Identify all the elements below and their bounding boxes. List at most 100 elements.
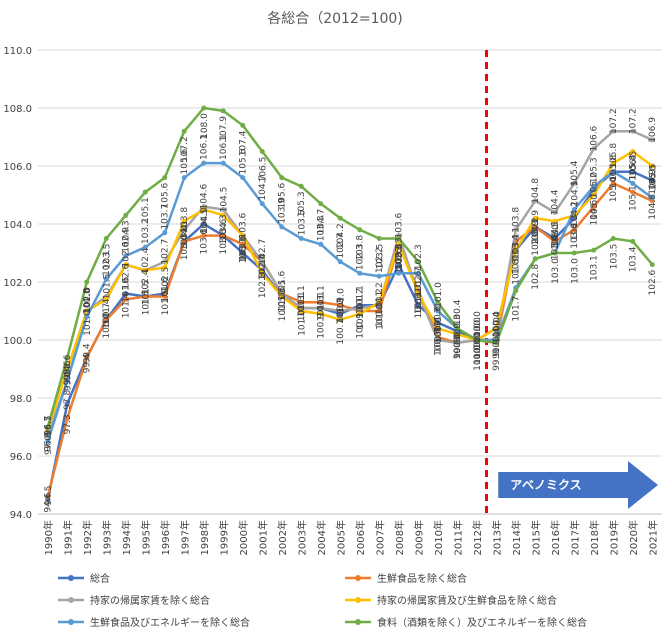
data-label: 102.3 xyxy=(356,244,366,270)
x-tick-label: 1995年 xyxy=(139,520,152,555)
data-point xyxy=(162,294,168,299)
data-point xyxy=(591,192,597,198)
abenomics-label: アベノミクス xyxy=(510,478,581,492)
data-label: 101.1 xyxy=(297,285,307,311)
data-label: 102.4 xyxy=(141,269,151,295)
data-label: 102.7 xyxy=(258,255,268,281)
data-label: 102.8 xyxy=(531,264,541,290)
series-line xyxy=(46,149,654,431)
data-label: 96.5 xyxy=(44,415,54,435)
x-tick-label: 1990年 xyxy=(42,520,55,555)
x-tick-label: 2019年 xyxy=(607,520,620,555)
data-point xyxy=(337,317,343,323)
data-point xyxy=(220,233,226,239)
data-label: 100.8 xyxy=(83,288,93,314)
data-label: 107.2 xyxy=(609,108,619,134)
data-label: 102.7 xyxy=(336,233,346,259)
data-point xyxy=(376,273,382,279)
data-point xyxy=(630,149,636,154)
legend-label: 生鮮食品及びエネルギーを除く総合 xyxy=(90,616,250,629)
data-point xyxy=(337,259,343,265)
data-point xyxy=(396,270,402,276)
data-point xyxy=(513,247,519,253)
data-label: 99.0 xyxy=(63,371,73,391)
data-label: 97.3 xyxy=(63,414,73,434)
data-point xyxy=(493,325,499,331)
x-tick-label: 2002年 xyxy=(276,520,289,555)
data-label: 101.0 xyxy=(356,304,366,330)
data-label: 101.6 xyxy=(278,270,288,296)
data-point xyxy=(649,163,655,169)
data-label: 103.9 xyxy=(278,198,288,224)
x-tick-label: 2011年 xyxy=(451,520,464,555)
legend-label: 持家の帰属家賃及び生鮮食品を除く総合 xyxy=(377,594,557,607)
data-label: 103.0 xyxy=(570,258,580,284)
data-label: 103.4 xyxy=(180,224,190,250)
data-label: 103.2 xyxy=(141,218,151,244)
data-point xyxy=(396,236,402,241)
series-line xyxy=(46,106,654,428)
data-point xyxy=(142,244,148,250)
data-label: 97.8 xyxy=(63,390,73,410)
data-point xyxy=(298,183,304,189)
data-point xyxy=(454,340,460,346)
data-label: 103.6 xyxy=(219,228,229,254)
data-point xyxy=(142,267,148,273)
data-point xyxy=(201,221,207,227)
data-label: 101.5 xyxy=(161,290,171,316)
data-point xyxy=(610,128,616,134)
data-label: 100.0 xyxy=(434,317,444,343)
data-point xyxy=(337,308,343,314)
data-label: 99.9 xyxy=(492,351,502,371)
data-point xyxy=(298,308,304,314)
data-label: 103.0 xyxy=(551,224,561,250)
data-label: 103.8 xyxy=(356,235,366,261)
data-point xyxy=(201,105,207,111)
data-point xyxy=(45,424,51,430)
data-label: 94.6 xyxy=(44,492,54,512)
data-label: 102.0 xyxy=(83,287,93,313)
data-label: 99.9 xyxy=(453,323,463,343)
x-tick-label: 2008年 xyxy=(393,520,406,555)
data-label: 101.5 xyxy=(278,280,288,306)
data-point xyxy=(220,207,226,212)
data-point xyxy=(415,291,421,297)
data-label: 101.2 xyxy=(375,282,385,308)
x-tick-label: 2005年 xyxy=(334,520,347,555)
data-point xyxy=(591,247,597,253)
data-label: 100.0 xyxy=(473,345,483,371)
data-label: 102.4 xyxy=(258,253,268,279)
x-tick-label: 2012年 xyxy=(471,520,484,555)
x-tick-label: 2010年 xyxy=(432,520,445,555)
data-point xyxy=(142,294,148,299)
data-point xyxy=(474,337,480,343)
data-label: 103.3 xyxy=(395,243,405,269)
x-tick-label: 1991年 xyxy=(61,520,74,555)
data-point xyxy=(552,250,558,256)
data-label: 106.0 xyxy=(648,165,658,191)
data-point xyxy=(513,227,519,233)
data-label: 106.1 xyxy=(609,162,619,188)
y-tick-label: 106.0 xyxy=(3,162,32,173)
data-point xyxy=(610,180,616,186)
data-point xyxy=(64,378,70,384)
data-point xyxy=(552,218,558,224)
y-tick-label: 104.0 xyxy=(3,220,32,231)
data-label: 103.4 xyxy=(180,234,190,260)
data-label: 102.4 xyxy=(141,247,151,273)
data-label: 100.9 xyxy=(336,297,346,323)
data-label: 100.2 xyxy=(453,333,463,359)
data-label: 103.9 xyxy=(531,220,541,246)
data-point xyxy=(162,175,168,181)
data-point xyxy=(571,250,577,256)
legend-label: 食料（酒類を除く）及びエネルギーを除く総合 xyxy=(377,616,587,629)
data-label: 106.6 xyxy=(590,125,600,151)
data-point xyxy=(84,354,90,360)
x-tick-label: 2003年 xyxy=(295,520,308,555)
x-tick-label: 2013年 xyxy=(490,520,503,555)
legend-label: 持家の帰属家賃を除く総合 xyxy=(90,594,210,607)
data-point xyxy=(435,337,441,343)
data-point xyxy=(454,331,460,337)
data-label: 103.5 xyxy=(395,244,405,270)
data-point xyxy=(552,209,558,215)
